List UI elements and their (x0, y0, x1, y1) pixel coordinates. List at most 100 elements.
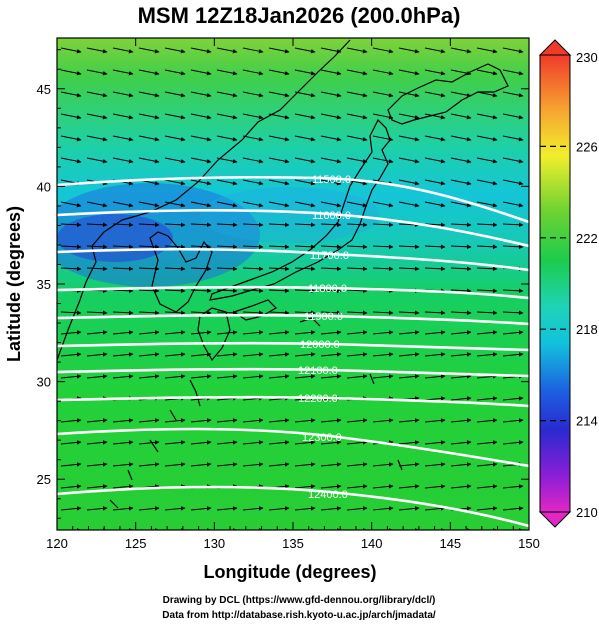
wind-arrow (242, 310, 264, 316)
colorbar-tick-label: 214 (576, 414, 598, 429)
wind-arrow (476, 179, 498, 186)
wind-arrow (268, 91, 290, 98)
wind-arrow (476, 47, 498, 54)
wind-arrow (372, 113, 394, 120)
wind-arrow (294, 462, 316, 467)
wind-arrow (60, 418, 82, 423)
wind-arrow (346, 201, 368, 208)
wind-arrow (60, 374, 82, 379)
wind-arrow (164, 244, 186, 250)
wind-arrow (476, 418, 498, 423)
wind-arrow (450, 266, 472, 272)
wind-arrow (320, 69, 342, 76)
wind-arrow (216, 288, 238, 294)
wind-arrow (398, 506, 420, 511)
wind-arrow (476, 462, 498, 467)
wind-arrow (164, 288, 186, 294)
wind-arrow (86, 484, 108, 489)
wind-arrow (502, 484, 524, 489)
wind-arrow (242, 135, 264, 142)
wind-arrow (502, 91, 524, 98)
x-tick-label: 125 (125, 536, 147, 551)
wind-arrow (372, 47, 394, 54)
colorbar-tick-label: 210 (576, 505, 598, 520)
wind-arrow (164, 69, 186, 76)
wind-arrow (424, 418, 446, 423)
wind-arrow (112, 157, 134, 164)
wind-arrow (164, 179, 186, 186)
wind-arrow (60, 69, 82, 76)
wind-arrow (138, 69, 160, 76)
wind-arrow (372, 222, 394, 228)
wind-arrow (476, 310, 498, 316)
wind-arrow (398, 201, 420, 208)
wind-arrow (476, 69, 498, 76)
wind-arrow (424, 91, 446, 98)
wind-arrow (450, 288, 472, 294)
wind-arrow (190, 266, 212, 272)
wind-arrow (190, 440, 212, 445)
wind-arrow (424, 244, 446, 250)
contour-11800 (57, 285, 529, 300)
colorbar-tick-label: 226 (576, 139, 598, 154)
wind-arrow (268, 418, 290, 423)
wind-arrow (268, 462, 290, 467)
x-axis-label: Longitude (degrees) (203, 562, 376, 582)
wind-arrow (216, 47, 238, 54)
wind-arrow (190, 157, 212, 164)
wind-arrow (320, 440, 342, 445)
wind-arrow (398, 266, 420, 272)
wind-arrow (502, 330, 524, 335)
wind-arrow (138, 330, 160, 335)
wind-arrow (60, 310, 82, 316)
wind-arrow (164, 374, 186, 379)
wind-arrow (502, 135, 524, 142)
wind-arrow (450, 462, 472, 467)
y-tick-label: 25 (37, 472, 51, 487)
wind-arrow (398, 47, 420, 54)
contour-12000 (57, 341, 529, 352)
wind-arrow (216, 69, 238, 76)
wind-arrow (190, 374, 212, 379)
wind-arrow (86, 135, 108, 142)
wind-arrow (398, 244, 420, 250)
wind-arrow (294, 69, 316, 76)
wind-arrow (346, 288, 368, 294)
wind-arrow (86, 244, 108, 250)
wind-arrow (424, 201, 446, 208)
wind-arrow (320, 484, 342, 489)
contour-label-11800: 11800.0 (308, 283, 347, 295)
wind-arrow (502, 201, 524, 208)
wind-arrow (242, 201, 264, 208)
wind-arrow (424, 47, 446, 54)
wind-arrow (320, 288, 342, 294)
wind-arrow (294, 179, 316, 186)
wind-arrow (424, 113, 446, 120)
wind-arrow (476, 506, 498, 511)
wind-arrow (268, 222, 290, 228)
wind-arrow (138, 244, 160, 250)
wind-arrow (450, 310, 472, 316)
wind-arrow (502, 222, 524, 228)
wind-arrow (268, 47, 290, 54)
wind-arrow (268, 157, 290, 164)
wind-arrow (320, 135, 342, 142)
wind-arrow (320, 91, 342, 98)
wind-arrow (86, 157, 108, 164)
wind-arrow (372, 418, 394, 423)
wind-arrow (164, 418, 186, 423)
wind-arrow (294, 113, 316, 120)
wind-arrow (320, 310, 342, 316)
wind-arrow (450, 179, 472, 186)
wind-arrow (502, 440, 524, 445)
wind-arrow (164, 47, 186, 54)
wind-arrow (86, 352, 108, 357)
y-tick-label: 40 (37, 179, 51, 194)
wind-arrow (112, 418, 134, 423)
wind-arrow (476, 396, 498, 401)
wind-arrow (138, 113, 160, 120)
x-axis-ticks: 120 125 130 135 140 145 150 (46, 38, 540, 551)
wind-arrow (502, 352, 524, 357)
wind-arrow (138, 440, 160, 445)
wind-arrow (86, 462, 108, 467)
